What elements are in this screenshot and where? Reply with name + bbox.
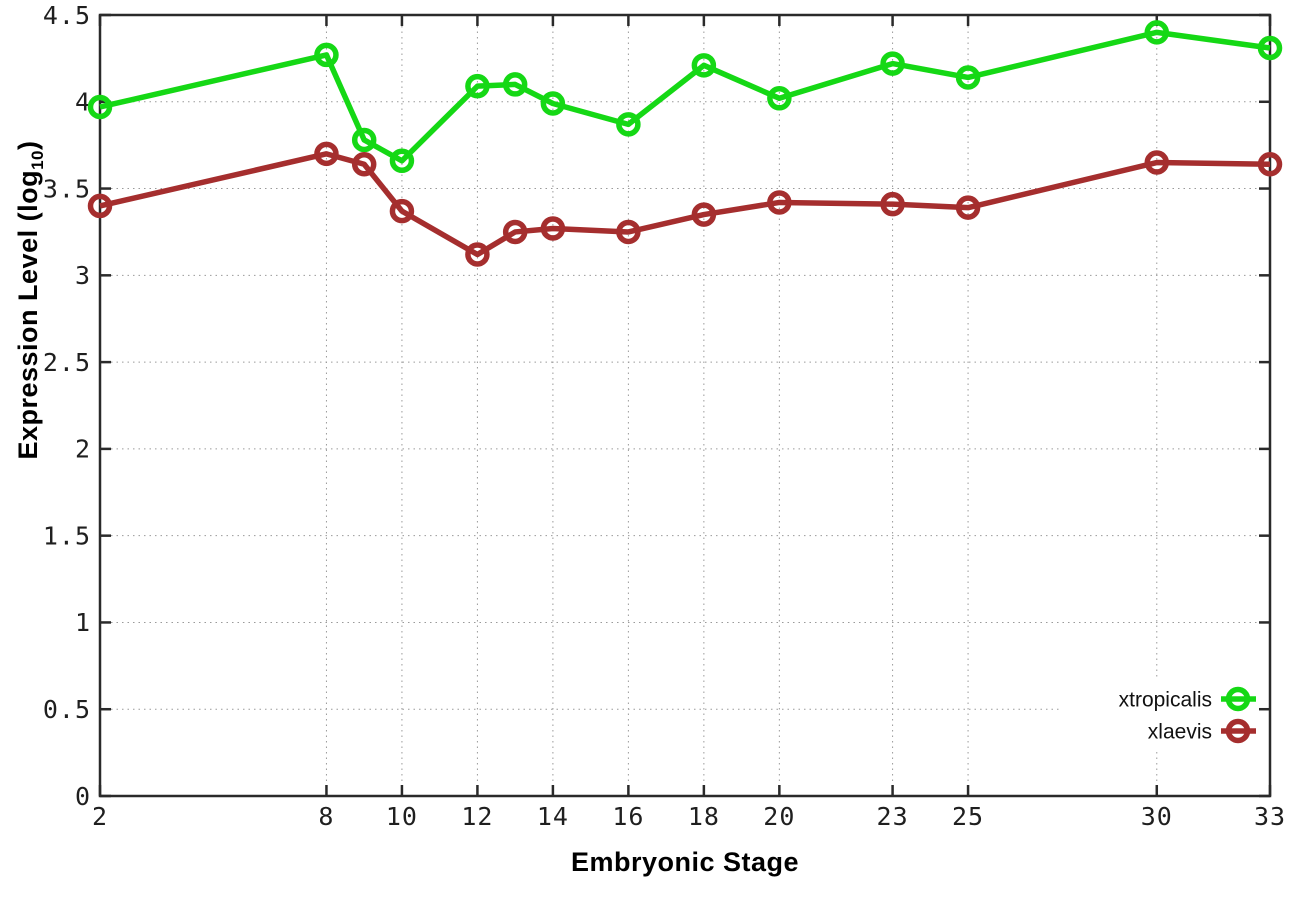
x-tick-label: 25 xyxy=(952,802,984,831)
x-tick-label: 2 xyxy=(92,802,108,831)
x-tick-label: 16 xyxy=(612,802,644,831)
data-point-xtropicalis xyxy=(540,91,566,116)
x-tick-label: 23 xyxy=(877,802,909,831)
y-tick-label: 3.5 xyxy=(43,174,91,203)
data-point-xlaevis xyxy=(540,216,566,241)
series-line-xtropicalis xyxy=(99,29,1271,164)
y-tick-label: 2.5 xyxy=(43,348,91,377)
x-tick-label: 8 xyxy=(318,802,334,831)
data-point-xtropicalis xyxy=(880,51,905,76)
data-point-xtropicalis xyxy=(1144,20,1170,45)
y-tick-label: 3 xyxy=(75,261,91,290)
y-tick-label: 4 xyxy=(75,88,91,117)
legend-label-xlaevis: xlaevis xyxy=(1148,720,1212,743)
y-tick-label: 4.5 xyxy=(43,1,91,30)
plot-border xyxy=(98,13,1272,798)
data-point-xtropicalis xyxy=(691,53,717,78)
data-point-xlaevis xyxy=(691,202,717,227)
y-axis-title-close: ) xyxy=(13,140,43,151)
data-point-xtropicalis xyxy=(616,112,641,137)
y-tick-label: 0.5 xyxy=(43,695,91,724)
x-tick-label: 33 xyxy=(1254,802,1286,831)
x-tick-label: 14 xyxy=(537,802,569,831)
data-point-xtropicalis xyxy=(767,86,792,111)
x-tick-label: 10 xyxy=(386,802,418,831)
y-tick-label: 2 xyxy=(75,435,91,464)
data-point-xlaevis xyxy=(767,190,792,215)
y-tick-label: 1.5 xyxy=(43,521,91,550)
y-tick-label: 0 xyxy=(75,782,91,811)
data-point-xtropicalis xyxy=(955,65,981,90)
y-axis-title-text: Expression Level (log xyxy=(13,169,43,460)
legend-marker-xtropicalis xyxy=(1225,686,1251,712)
data-point-xlaevis xyxy=(389,198,415,224)
legend-label-xtropicalis: xtropicalis xyxy=(1119,688,1212,711)
data-point-xlaevis xyxy=(502,219,528,245)
data-point-xlaevis xyxy=(1257,152,1283,177)
data-point-xlaevis xyxy=(351,152,377,177)
data-point-xlaevis xyxy=(314,141,339,167)
data-point-xlaevis xyxy=(955,195,981,220)
y-tick-label: 1 xyxy=(75,608,91,637)
legend-marker-xlaevis xyxy=(1225,718,1251,744)
data-point-xtropicalis xyxy=(389,148,415,174)
x-tick-label: 30 xyxy=(1141,802,1173,831)
y-axis-title: Expression Level (log10) xyxy=(13,20,47,580)
x-axis-title: Embryonic Stage xyxy=(570,847,800,877)
data-point-xlaevis xyxy=(87,193,113,219)
data-point-xlaevis xyxy=(465,242,490,267)
data-point-xtropicalis xyxy=(314,42,339,68)
data-point-xlaevis xyxy=(880,191,905,217)
data-point-xtropicalis xyxy=(465,73,490,99)
x-tick-label: 20 xyxy=(763,802,795,831)
data-point-xtropicalis xyxy=(502,72,528,97)
series-line-xlaevis xyxy=(99,151,1271,258)
y-axis-title-subscript: 10 xyxy=(28,150,47,170)
data-point-xlaevis xyxy=(1144,150,1170,175)
data-point-xtropicalis xyxy=(1257,35,1283,61)
data-point-xtropicalis xyxy=(351,127,377,153)
x-tick-label: 18 xyxy=(688,802,720,831)
x-tick-label: 12 xyxy=(461,802,493,831)
data-point-xlaevis xyxy=(616,219,641,245)
data-point-xtropicalis xyxy=(87,94,113,120)
